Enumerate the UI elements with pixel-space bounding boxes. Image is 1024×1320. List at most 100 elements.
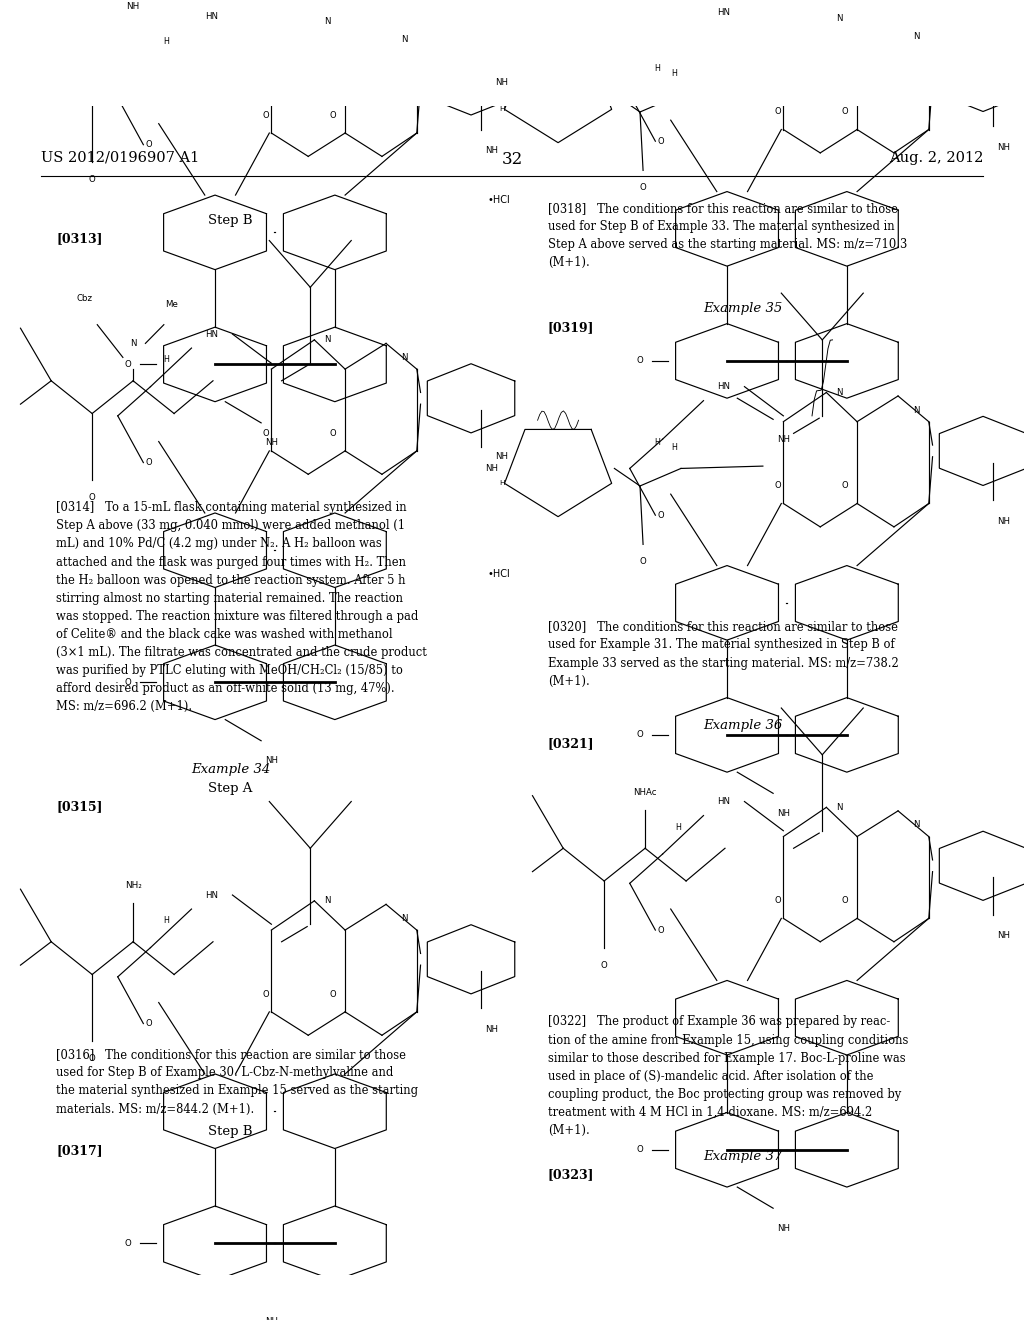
Text: O: O (263, 429, 269, 438)
Text: H: H (499, 106, 505, 112)
Text: H: H (163, 37, 169, 46)
Text: O: O (640, 183, 646, 193)
Text: HN: HN (206, 12, 218, 21)
Text: NH: NH (485, 463, 498, 473)
Text: HN: HN (718, 797, 730, 807)
Text: O: O (330, 111, 336, 120)
Text: O: O (263, 111, 269, 120)
Text: N: N (401, 352, 408, 362)
Text: NH: NH (496, 453, 508, 461)
Text: (M+1).: (M+1). (548, 1125, 590, 1137)
Text: O: O (89, 176, 95, 185)
Text: afford desired product as an off-white solid (13 mg, 47%).: afford desired product as an off-white s… (56, 682, 395, 696)
Text: Example 33 served as the starting material. MS: m/z=738.2: Example 33 served as the starting materi… (548, 656, 899, 669)
Text: US 2012/0196907 A1: US 2012/0196907 A1 (41, 150, 200, 165)
Text: O: O (330, 429, 336, 438)
Text: H: H (654, 438, 660, 447)
Text: 32: 32 (502, 150, 522, 168)
Text: (M+1).: (M+1). (548, 675, 590, 688)
Text: N: N (325, 17, 331, 26)
Text: similar to those described for Example 17. Boc-L-proline was: similar to those described for Example 1… (548, 1052, 905, 1065)
Text: NH: NH (997, 143, 1010, 152)
Text: O: O (89, 1055, 95, 1063)
Text: NH: NH (265, 1317, 278, 1320)
Text: O: O (657, 511, 664, 520)
Text: Step A above served as the starting material. MS: m/z=710.3: Step A above served as the starting mate… (548, 238, 907, 251)
Text: N: N (913, 821, 920, 829)
Text: Cbz: Cbz (76, 294, 92, 304)
Text: O: O (601, 961, 607, 970)
Text: H: H (675, 822, 681, 832)
Text: Example 36: Example 36 (702, 718, 782, 731)
Text: N: N (401, 36, 408, 44)
Text: H: H (671, 69, 677, 78)
Text: of Celite® and the black cake was washed with methanol: of Celite® and the black cake was washed… (56, 628, 393, 642)
Text: [0318]   The conditions for this reaction are similar to those: [0318] The conditions for this reaction … (548, 202, 898, 215)
Text: [0314]   To a 15-mL flask containing material synthesized in: [0314] To a 15-mL flask containing mater… (56, 502, 407, 515)
Text: O: O (637, 730, 643, 739)
Text: [0320]   The conditions for this reaction are similar to those: [0320] The conditions for this reaction … (548, 620, 898, 634)
Text: O: O (330, 990, 336, 999)
Text: [0313]: [0313] (56, 232, 102, 246)
Text: O: O (637, 356, 643, 366)
Text: [0323]: [0323] (548, 1168, 594, 1181)
Text: NH: NH (777, 434, 790, 444)
Text: [0322]   The product of Example 36 was prepared by reac-: [0322] The product of Example 36 was pre… (548, 1015, 890, 1028)
Text: H: H (671, 444, 677, 451)
Text: [0316]   The conditions for this reaction are similar to those: [0316] The conditions for this reaction … (56, 1048, 407, 1061)
Text: MS: m/z=696.2 (M+1).: MS: m/z=696.2 (M+1). (56, 701, 193, 713)
Text: (M+1).: (M+1). (548, 256, 590, 269)
Text: Example 37: Example 37 (702, 1150, 782, 1163)
Text: O: O (145, 458, 152, 467)
Text: N: N (837, 15, 843, 22)
Text: the H₂ balloon was opened to the reaction system. After 5 h: the H₂ balloon was opened to the reactio… (56, 574, 406, 586)
Text: NH: NH (265, 438, 278, 447)
Text: [0315]: [0315] (56, 800, 102, 813)
Text: O: O (263, 990, 269, 999)
Text: materials. MS: m/z=844.2 (M+1).: materials. MS: m/z=844.2 (M+1). (56, 1102, 255, 1115)
Text: NH: NH (496, 78, 508, 87)
Text: N: N (837, 803, 843, 812)
Text: O: O (89, 494, 95, 502)
Text: Me: Me (166, 301, 178, 309)
Text: Step B: Step B (208, 1125, 253, 1138)
Text: O: O (145, 140, 152, 149)
Text: Aug. 2, 2012: Aug. 2, 2012 (889, 150, 983, 165)
Text: H: H (499, 480, 505, 486)
Text: O: O (125, 360, 131, 368)
Text: was stopped. The reaction mixture was filtered through a pad: was stopped. The reaction mixture was fi… (56, 610, 419, 623)
Text: Step A above (33 mg, 0.040 mmol) were added methanol (1: Step A above (33 mg, 0.040 mmol) were ad… (56, 519, 406, 532)
Text: O: O (842, 896, 848, 906)
Text: O: O (125, 1238, 131, 1247)
Text: treatment with 4 M HCl in 1,4-dioxane. MS: m/z=694.2: treatment with 4 M HCl in 1,4-dioxane. M… (548, 1106, 872, 1119)
Text: (3×1 mL). The filtrate was concentrated and the crude product: (3×1 mL). The filtrate was concentrated … (56, 645, 427, 659)
Text: tion of the amine from Example 15, using coupling conditions: tion of the amine from Example 15, using… (548, 1034, 908, 1047)
Text: NHAc: NHAc (634, 788, 656, 797)
Text: HN: HN (206, 330, 218, 338)
Text: NH: NH (777, 809, 790, 817)
Text: [0321]: [0321] (548, 738, 595, 750)
Text: O: O (145, 1019, 152, 1028)
Text: stirring almost no starting material remained. The reaction: stirring almost no starting material rem… (56, 591, 403, 605)
Text: used in place of (S)-mandelic acid. After isolation of the: used in place of (S)-mandelic acid. Afte… (548, 1069, 873, 1082)
Text: used for Step B of Example 33. The material synthesized in: used for Step B of Example 33. The mater… (548, 220, 895, 234)
Text: HN: HN (718, 381, 730, 391)
Text: Example 35: Example 35 (702, 302, 782, 315)
Text: Step A: Step A (208, 781, 253, 795)
Text: NH: NH (777, 1224, 790, 1233)
Text: O: O (125, 677, 131, 686)
Text: attached and the flask was purged four times with H₂. Then: attached and the flask was purged four t… (56, 556, 407, 569)
Text: O: O (775, 896, 781, 906)
Text: N: N (837, 388, 843, 397)
Text: H: H (163, 355, 169, 364)
Text: coupling product, the Boc protecting group was removed by: coupling product, the Boc protecting gro… (548, 1088, 901, 1101)
Text: NH: NH (997, 516, 1010, 525)
Text: H: H (654, 65, 660, 73)
Text: was purified by PTLC eluting with MeOH/CH₂Cl₂ (15/85) to: was purified by PTLC eluting with MeOH/C… (56, 664, 403, 677)
Text: [0317]: [0317] (56, 1144, 103, 1156)
Text: NH: NH (485, 147, 498, 154)
Text: NH: NH (265, 756, 278, 766)
Text: O: O (657, 925, 664, 935)
Text: N: N (913, 32, 920, 41)
Text: O: O (657, 137, 664, 145)
